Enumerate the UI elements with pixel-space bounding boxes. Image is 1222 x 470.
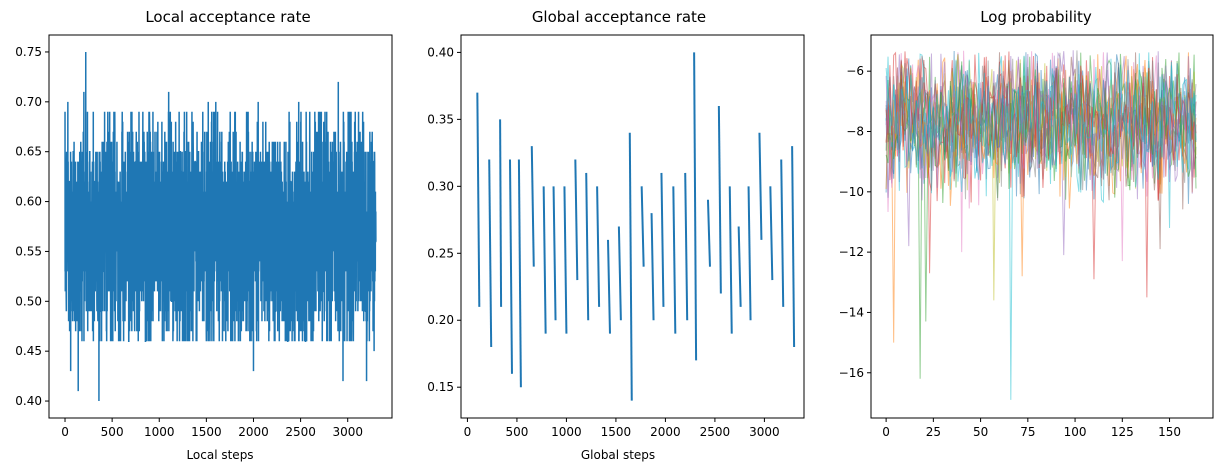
log-probability-frame [870,34,1214,419]
local-acceptance-y-tick-label: 0.65 [15,145,42,159]
local-acceptance-x-tick-label: 3000 [332,425,363,439]
global-acceptance-segment [530,146,535,267]
global-acceptance-y-tick-label: 0.15 [427,380,454,394]
log-probability-panel: Log probability 0 25 50 75 100 125 150 −16−14−… [839,8,1214,439]
global-acceptance-segment [607,239,611,334]
global-acceptance-segment [499,119,503,307]
global-acceptance-segment [706,199,711,267]
global-acceptance-segment [672,186,677,334]
global-acceptance-xlabel: Global steps [581,448,655,462]
log-probability-x-tick-label: 150 [1158,425,1181,439]
log-probability-line [885,52,1197,197]
local-acceptance-frame [48,34,393,419]
local-acceptance-y-tick-label: 0.60 [15,195,42,209]
log-probability-y-tick-label: −14 [839,305,864,319]
global-acceptance-segment [728,186,733,334]
log-probability-y-axis: −16 −14 −12 −10 −8 −6 [839,64,871,380]
global-acceptance-segment [660,172,665,307]
global-acceptance-segment [791,146,796,348]
global-acceptance-segment [737,226,742,307]
log-probability-y-tick-label: −10 [839,185,864,199]
global-acceptance-segment [476,92,481,307]
local-acceptance-x-tick-label: 500 [101,425,124,439]
global-acceptance-x-tick-label: 500 [505,425,528,439]
local-acceptance-x-tick-label: 2000 [238,425,269,439]
global-acceptance-y-tick-label: 0.20 [427,313,454,327]
local-acceptance-y-tick-label: 0.45 [15,344,42,358]
local-acceptance-x-tick-label: 1000 [144,425,175,439]
global-acceptance-frame [460,34,805,419]
global-acceptance-y-tick-label: 0.40 [427,45,454,59]
global-acceptance-segment [596,186,601,307]
log-probability-x-tick-label: 25 [926,425,941,439]
global-acceptance-x-tick-label: 2000 [650,425,681,439]
log-probability-series [885,50,1197,400]
log-probability-y-tick-label: −16 [839,366,864,380]
local-acceptance-y-axis: 0.40 0.45 0.50 0.55 0.60 0.65 0.70 0.75 [15,45,49,408]
log-probability-x-tick-label: 125 [1111,425,1134,439]
global-acceptance-x-tick-label: 2500 [700,425,731,439]
local-acceptance-y-tick-label: 0.75 [15,45,42,59]
global-acceptance-x-tick-label: 0 [464,425,472,439]
local-acceptance-y-tick-label: 0.40 [15,394,42,408]
log-probability-x-tick-label: 100 [1064,425,1087,439]
log-probability-x-tick-label: 50 [973,425,988,439]
local-acceptance-y-tick-label: 0.50 [15,294,42,308]
global-acceptance-x-tick-label: 1000 [551,425,582,439]
global-acceptance-segment [780,159,785,307]
global-acceptance-segment [650,213,655,321]
global-acceptance-segment [509,159,513,374]
log-probability-y-tick-label: −6 [846,64,864,78]
global-acceptance-y-axis: 0.15 0.20 0.25 0.30 0.35 0.40 [427,45,461,394]
global-acceptance-segment [574,159,579,281]
global-acceptance-x-tick-label: 3000 [749,425,780,439]
log-probability-y-tick-label: −8 [846,125,864,139]
global-acceptance-segment [552,186,557,321]
log-probability-x-tick-label: 75 [1020,425,1035,439]
global-acceptance-segment [617,226,622,321]
global-acceptance-segment [517,159,522,388]
global-acceptance-segment [758,132,763,240]
local-acceptance-x-tick-label: 2500 [285,425,316,439]
log-probability-y-tick-label: −12 [839,245,864,259]
global-acceptance-title: Global acceptance rate [532,8,706,26]
local-acceptance-x-tick-label: 0 [61,425,69,439]
local-acceptance-x-tick-label: 1500 [191,425,222,439]
local-acceptance-xlabel: Local steps [186,448,253,462]
log-probability-title: Log probability [980,8,1092,26]
global-acceptance-segment [747,186,752,321]
local-acceptance-series [64,51,377,402]
global-acceptance-x-axis: 0 500 1000 1500 2000 2500 3000 [464,418,780,439]
global-acceptance-segment [585,172,590,321]
global-acceptance-segment [488,159,493,348]
global-acceptance-segment [542,186,547,334]
global-acceptance-y-tick-label: 0.25 [427,246,454,260]
global-acceptance-segment [769,186,774,281]
global-acceptance-y-tick-label: 0.30 [427,179,454,193]
global-acceptance-y-tick-label: 0.35 [427,112,454,126]
global-acceptance-segment [693,52,698,361]
log-probability-line [885,50,1197,200]
global-acceptance-segment [640,186,645,267]
local-acceptance-title: Local acceptance rate [145,8,310,26]
local-acceptance-y-tick-label: 0.55 [15,244,42,258]
global-acceptance-segment [628,132,633,401]
local-acceptance-panel: Local acceptance rate 0 500 1000 1500 2000 25… [15,8,393,462]
global-acceptance-series [476,52,796,401]
global-acceptance-panel: Global acceptance rate 0 500 1000 1500 2000 2… [427,8,805,462]
log-probability-x-tick-label: 0 [882,425,890,439]
local-acceptance-y-tick-label: 0.70 [15,95,42,109]
global-acceptance-segment [717,105,722,294]
local-acceptance-x-axis: 0 500 1000 1500 2000 2500 3000 [61,418,363,439]
local-acceptance-line [64,51,377,402]
global-acceptance-segment [684,172,689,321]
log-probability-x-axis: 0 25 50 75 100 125 150 [882,418,1181,439]
global-acceptance-segment [563,186,568,334]
global-acceptance-x-tick-label: 1500 [601,425,632,439]
